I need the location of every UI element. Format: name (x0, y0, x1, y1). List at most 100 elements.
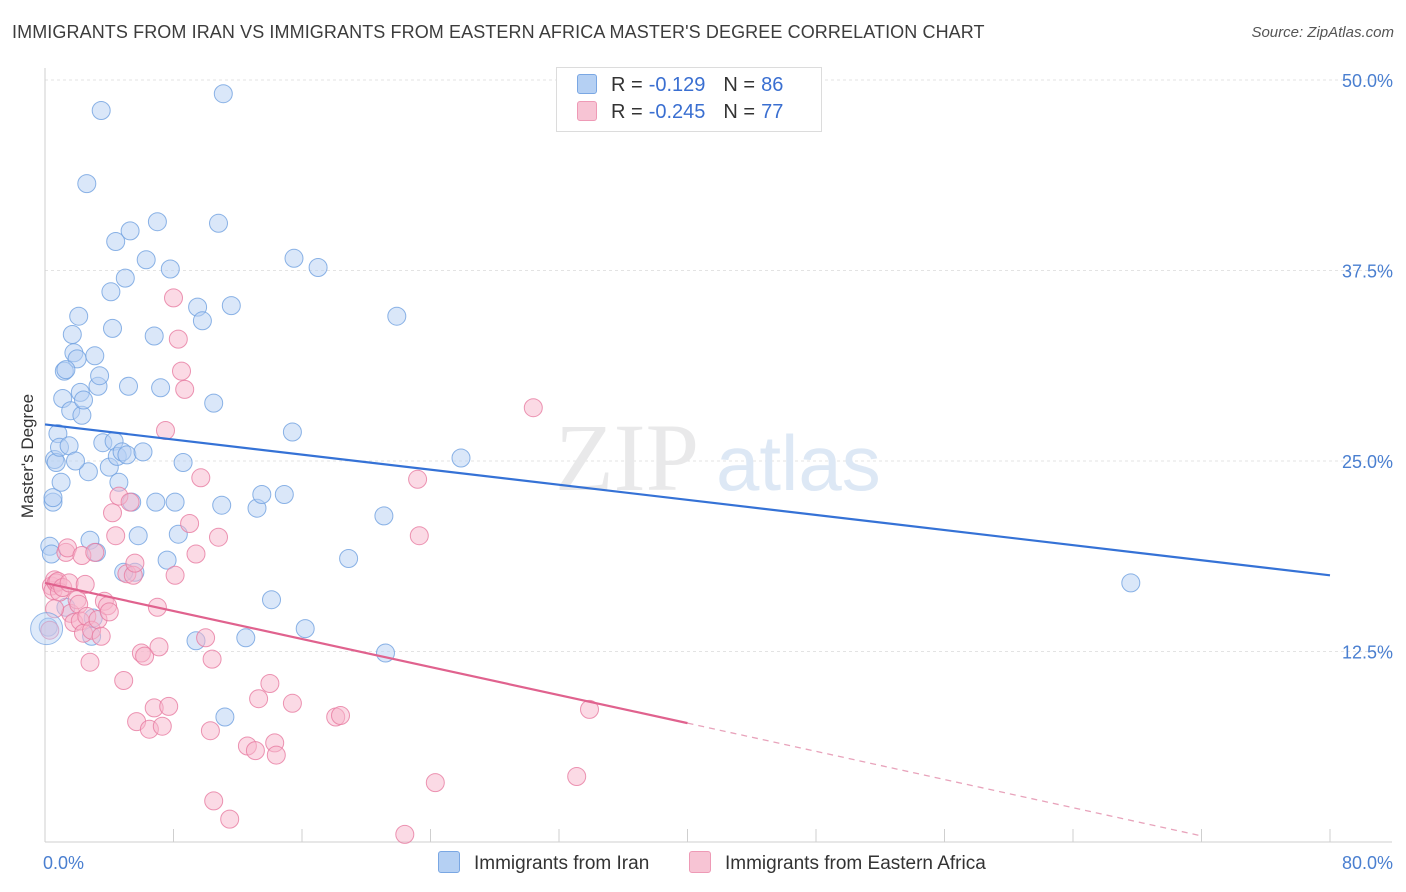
x-tick-label: 80.0% (1342, 853, 1393, 873)
watermark-atlas: atlas (716, 419, 881, 507)
point-iran (160, 259, 180, 279)
bottom-legend-label-iran: Immigrants from Iran (474, 853, 650, 874)
point-eastern-africa (209, 527, 228, 547)
point-eastern-africa (164, 288, 183, 308)
trend-line-iran (44, 423, 1331, 577)
point-iran (387, 306, 407, 326)
point-iran (144, 326, 164, 346)
point-eastern-africa (395, 824, 415, 844)
point-eastern-africa (249, 689, 269, 709)
legend-r-label: R = (611, 101, 643, 123)
point-eastern-africa (580, 699, 599, 719)
legend-n-value: 77 (761, 101, 784, 123)
point-eastern-africa (186, 544, 206, 564)
legend-n-label: N = (723, 74, 756, 96)
point-iran (374, 506, 394, 526)
grid-lines (45, 79, 1392, 652)
trend-lines (44, 423, 1331, 837)
point-iran (147, 212, 167, 232)
point-eastern-africa (266, 745, 286, 765)
point-eastern-africa (204, 791, 224, 811)
point-eastern-africa (114, 671, 134, 690)
point-iran (204, 393, 224, 413)
point-iran (157, 550, 177, 570)
y-tick-label: 50.0% (1342, 71, 1393, 91)
point-iran (151, 378, 171, 398)
point-eastern-africa (149, 637, 169, 657)
point-eastern-africa (191, 468, 211, 488)
point-iran (106, 232, 126, 251)
point-iran (133, 442, 153, 462)
point-eastern-africa (331, 706, 350, 725)
point-iran (339, 549, 359, 568)
point-eastern-africa (159, 696, 179, 716)
point-eastern-africa (180, 514, 200, 533)
point-eastern-africa (202, 649, 222, 669)
point-iran (215, 707, 235, 727)
legend-row-eastern-africa: R = -0.245 N = 77 (577, 101, 783, 127)
point-iran (284, 248, 304, 268)
point-iran (128, 526, 148, 546)
point-iran (1121, 573, 1141, 593)
point-iran (117, 445, 137, 465)
point-eastern-africa (175, 379, 195, 399)
point-eastern-africa (282, 693, 302, 713)
y-tick-label: 37.5% (1342, 262, 1393, 282)
point-iran (262, 590, 281, 610)
point-iran (165, 492, 185, 512)
legend-n-value: 86 (761, 74, 784, 96)
point-eastern-africa (567, 767, 587, 786)
point-eastern-africa (172, 361, 191, 381)
watermark: ZIP atlas (555, 404, 881, 511)
point-eastern-africa (85, 542, 105, 562)
point-eastern-africa (80, 652, 100, 672)
point-iran (103, 318, 122, 338)
point-iran (136, 250, 156, 270)
point-eastern-africa (200, 721, 220, 741)
point-eastern-africa (103, 503, 122, 523)
point-iran (192, 311, 212, 331)
y-tick-label: 12.5% (1342, 643, 1393, 663)
point-iran (282, 422, 302, 442)
point-iran (56, 360, 76, 380)
point-eastern-africa (408, 469, 428, 489)
point-eastern-africa (99, 602, 119, 622)
point-iran (30, 612, 64, 646)
watermark-zip: ZIP (555, 404, 699, 511)
point-iran (66, 451, 85, 471)
bottom-legend-iran: Immigrants from Iran (438, 851, 649, 875)
point-iran (115, 268, 135, 288)
point-iran (62, 325, 82, 344)
point-eastern-africa (196, 628, 216, 648)
point-iran (120, 221, 140, 241)
legend-r-value: -0.245 (648, 101, 706, 123)
point-iran (308, 258, 328, 277)
bottom-legend-swatch-iran (438, 851, 460, 873)
bottom-legend-label-eastern-africa: Immigrants from Eastern Africa (725, 853, 986, 874)
point-iran (74, 390, 93, 410)
point-iran (209, 213, 228, 233)
point-iran (90, 366, 110, 386)
point-iran (146, 492, 166, 512)
y-axis-label: Master's Degree (18, 393, 37, 519)
point-iran (221, 296, 241, 316)
point-iran (91, 101, 111, 120)
point-eastern-africa (106, 526, 126, 546)
axes (44, 68, 1392, 843)
legend-swatch-eastern-africa (577, 101, 597, 121)
point-eastern-africa (168, 329, 188, 349)
point-iran (213, 84, 233, 104)
point-iran (85, 346, 105, 366)
stats-legend: R = -0.129 N = 86 R = -0.245 N = 77 (556, 67, 822, 132)
point-eastern-africa (409, 526, 429, 546)
point-iran (119, 376, 138, 396)
point-iran (51, 472, 71, 492)
point-eastern-africa (260, 674, 280, 693)
point-eastern-africa (75, 574, 95, 594)
point-iran (295, 619, 315, 639)
y-tick-label: 25.0% (1342, 452, 1393, 472)
point-iran (43, 488, 63, 508)
point-eastern-africa (425, 773, 445, 793)
point-iran (236, 628, 256, 648)
point-eastern-africa (91, 626, 111, 646)
